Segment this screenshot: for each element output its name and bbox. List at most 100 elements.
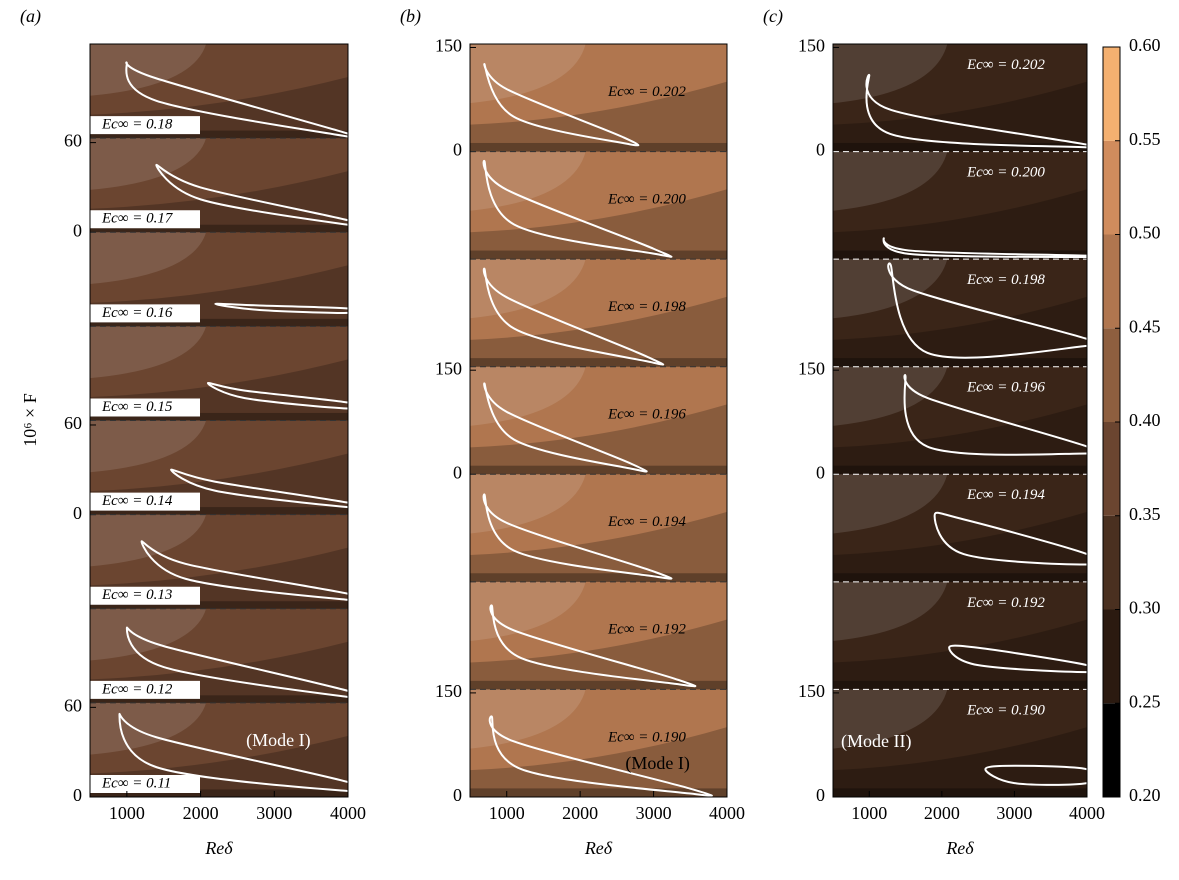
x-tick-label: 3000 [996, 803, 1032, 823]
neutral-curve [865, 73, 1087, 149]
label-box [90, 210, 200, 229]
colorbar-band [1103, 234, 1120, 329]
y-tick-label: 0 [73, 785, 82, 805]
contour-band [90, 789, 348, 797]
neutral-curve [214, 302, 348, 314]
colorbar-tick-label: 0.40 [1129, 410, 1161, 430]
panel-frame [89, 43, 349, 798]
label-box [90, 398, 200, 417]
contour-band [90, 514, 207, 567]
panel-background [470, 44, 727, 797]
contour-band [470, 465, 727, 475]
contour-band [90, 44, 207, 96]
neutral-curve [482, 493, 673, 580]
contour-band [833, 296, 1087, 367]
y-tick-label: 150 [435, 681, 462, 701]
contour-band [833, 259, 948, 319]
subpanel-label: Ec∞ = 0.16 [101, 305, 173, 321]
contour-band [833, 788, 1087, 797]
neutral-curve [489, 604, 697, 688]
x-tick-label: 4000 [1069, 803, 1105, 823]
neutral-curve [125, 626, 348, 698]
contour-band [470, 151, 586, 211]
contour-band [470, 404, 727, 475]
neutral-curve [948, 644, 1087, 674]
contour-band [833, 358, 1087, 367]
contour-band [470, 296, 727, 367]
contour-band [90, 224, 348, 233]
contour-band [90, 507, 348, 515]
contour-band [90, 412, 348, 421]
label-box [90, 492, 200, 511]
contour-band [470, 259, 586, 319]
x-tick-label: 2000 [183, 803, 219, 823]
y-tick-label: 60 [64, 131, 82, 151]
y-tick-label: 0 [453, 462, 462, 482]
neutral-curve [483, 63, 640, 147]
y-tick-label: 60 [64, 413, 82, 433]
subpanel-label: Ec∞ = 0.190 [607, 729, 686, 745]
contour-band [470, 788, 727, 797]
contour-band [90, 138, 207, 190]
contour-band [470, 81, 727, 152]
y-tick-label: 0 [453, 140, 462, 160]
label-box [90, 586, 200, 605]
contour-band [833, 689, 948, 749]
subpanel-label: Ec∞ = 0.18 [101, 117, 173, 133]
contour-band [833, 404, 1087, 475]
y-tick-label: 150 [798, 358, 825, 378]
subpanel-label: Ec∞ = 0.11 [101, 775, 171, 791]
colorbar-band [1103, 703, 1120, 797]
y-tick-label: 0 [453, 785, 462, 805]
subpanel-label: Ec∞ = 0.192 [966, 595, 1045, 611]
contour-band [470, 366, 586, 426]
neutral-curve [887, 262, 1087, 359]
contour-band [833, 44, 948, 104]
annotation: (Mode II) [841, 731, 911, 752]
subpanel-label: Ec∞ = 0.194 [607, 514, 686, 530]
contour-band [470, 727, 727, 797]
subpanel-label: Ec∞ = 0.192 [607, 622, 686, 638]
contour-band [833, 474, 948, 534]
x-tick-label: 2000 [924, 803, 960, 823]
x-tick-label: 3000 [256, 803, 292, 823]
subpanel-label: Ec∞ = 0.202 [966, 57, 1045, 73]
colorbar-tick-label: 0.25 [1129, 691, 1161, 711]
contour-band [833, 366, 948, 426]
contour-band [833, 619, 1087, 690]
x-axis-label: Reδ [204, 838, 233, 858]
y-axis-label: 10⁶ × F [20, 393, 40, 446]
neutral-curve [984, 764, 1087, 786]
y-tick-label: 150 [435, 358, 462, 378]
neutral-curve [125, 61, 348, 138]
contour-band [470, 680, 727, 690]
colorbar-band [1103, 328, 1120, 422]
subpanel-label: Ec∞ = 0.196 [607, 407, 686, 423]
x-tick-label: 1000 [851, 803, 887, 823]
contour-band [833, 151, 948, 211]
contour-band [470, 581, 586, 642]
x-axis-label: Reδ [945, 838, 974, 858]
colorbar-band [1103, 47, 1120, 141]
contour-band [833, 573, 1087, 582]
subpanel-label: Ec∞ = 0.13 [101, 587, 172, 603]
panel [470, 44, 727, 797]
contour-band [470, 250, 727, 260]
y-tick-label: 150 [435, 36, 462, 56]
y-tick-label: 0 [73, 503, 82, 523]
contour-band [90, 695, 348, 703]
panel-label: (a) [20, 6, 41, 27]
x-axis-label: Reδ [584, 838, 613, 858]
colorbar-tick-label: 0.60 [1129, 35, 1161, 55]
contour-band [833, 680, 1087, 690]
contour-band [90, 326, 207, 379]
subpanel-label: Ec∞ = 0.198 [607, 299, 686, 315]
subpanel-label: Ec∞ = 0.198 [966, 272, 1045, 288]
contour-band [90, 601, 348, 609]
y-tick-label: 150 [798, 681, 825, 701]
subpanel-label: Ec∞ = 0.190 [966, 702, 1045, 718]
contour-band [90, 318, 348, 327]
colorbar-band [1103, 609, 1120, 704]
contour-band [90, 232, 207, 285]
contour-band [833, 189, 1087, 260]
